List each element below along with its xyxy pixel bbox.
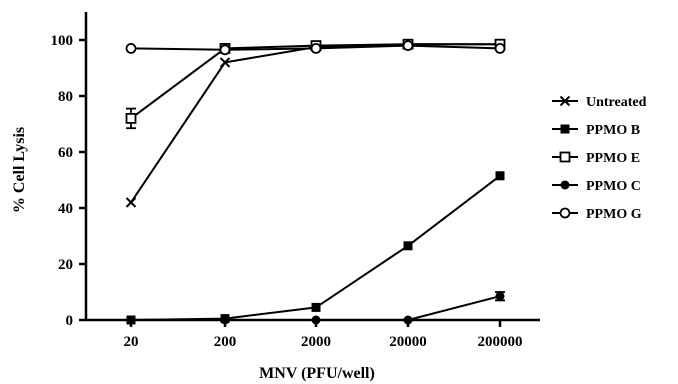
x-tick-label: 2000	[301, 334, 331, 350]
legend-item-ppmo-b: PPMO B	[552, 123, 640, 138]
data-point-untreated	[125, 197, 137, 208]
data-point-ppmo-g	[494, 43, 506, 54]
x-tick-label: 200000	[478, 334, 523, 350]
data-point-ppmo-c	[403, 315, 413, 325]
legend-label-ppmo-e: PPMO E	[586, 151, 640, 166]
legend-label-ppmo-b: PPMO B	[586, 123, 640, 138]
data-point-ppmo-b	[495, 171, 505, 181]
legend-marker-ppmo-e	[559, 151, 571, 163]
series-untreated	[125, 38, 506, 208]
legend-item-ppmo-g: PPMO G	[552, 207, 642, 222]
y-tick-label: 80	[58, 89, 73, 105]
y-tick-label: 40	[58, 201, 73, 217]
y-tick-label: 100	[51, 33, 74, 49]
legend-marker-ppmo-g	[559, 207, 571, 219]
legend-label-untreated: Untreated	[586, 95, 647, 110]
x-axis-title: MNV (PFU/well)	[259, 365, 375, 382]
legend-marker-ppmo-c	[560, 180, 570, 190]
data-point-ppmo-c	[495, 291, 505, 301]
data-point-ppmo-g	[219, 44, 231, 56]
series-ppmo-g	[125, 40, 506, 56]
legend-item-untreated: Untreated	[552, 95, 647, 110]
x-tick-label: 20	[124, 334, 139, 350]
legend: Untreated PPMO B PPMO E PPMO C PPMO G	[552, 95, 647, 222]
axes	[84, 12, 540, 322]
legend-item-ppmo-e: PPMO E	[552, 151, 640, 166]
y-tick-label: 0	[66, 313, 74, 329]
series-line-ppmo-b	[130, 175, 501, 321]
y-ticks: 0 20 40 60 80 100	[51, 33, 86, 329]
series-layer	[125, 38, 506, 325]
legend-label-ppmo-g: PPMO G	[586, 207, 642, 222]
y-tick-label: 20	[58, 257, 73, 273]
data-point-ppmo-c	[220, 315, 230, 325]
data-point-ppmo-g	[125, 43, 137, 54]
y-axis-title: % Cell Lysis	[11, 127, 28, 213]
series-ppmo-c	[126, 291, 505, 325]
series-line-untreated	[130, 43, 500, 203]
y-tick-label: 60	[58, 145, 73, 161]
legend-item-ppmo-c: PPMO C	[552, 179, 641, 194]
legend-marker-ppmo-b	[560, 124, 570, 134]
series-ppmo-b	[126, 171, 505, 325]
legend-label-ppmo-c: PPMO C	[586, 179, 641, 194]
data-point-ppmo-g	[402, 40, 414, 51]
legend-marker-untreated	[559, 95, 571, 107]
x-tick-label: 200	[214, 334, 237, 350]
data-point-ppmo-b	[403, 241, 413, 251]
data-point-untreated-stroke	[219, 57, 231, 68]
data-point-untreated-stroke	[125, 197, 137, 208]
data-point-ppmo-b	[311, 302, 321, 312]
x-ticks: 20 200 2000 20000 200000	[124, 320, 523, 350]
legend-marker-untreated-stroke	[559, 95, 571, 107]
data-point-ppmo-e	[125, 113, 137, 124]
x-tick-label: 20000	[389, 334, 427, 350]
data-point-ppmo-c	[126, 315, 136, 325]
data-point-ppmo-c	[311, 315, 321, 325]
data-point-ppmo-g	[310, 43, 322, 54]
data-point-untreated	[219, 57, 231, 68]
series-line-ppmo-e	[130, 43, 500, 120]
